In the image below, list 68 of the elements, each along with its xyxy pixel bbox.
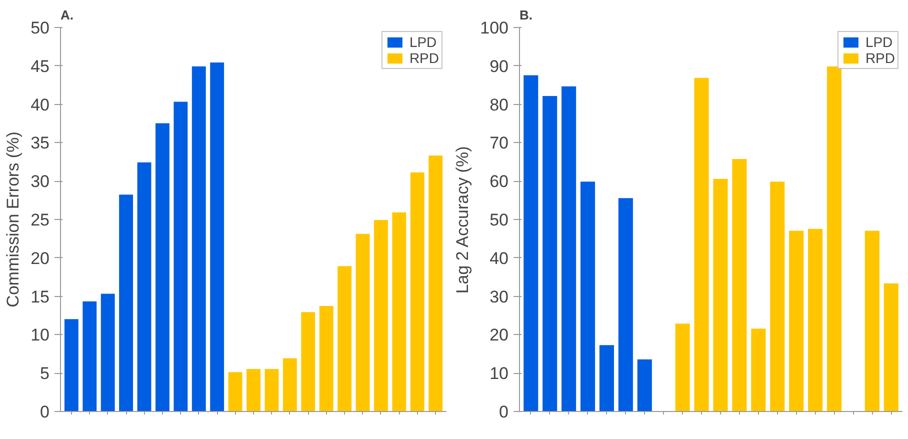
y-tick-label: 0 xyxy=(499,402,509,422)
legend-label: RPD xyxy=(865,50,895,66)
bar xyxy=(428,154,444,412)
bar xyxy=(318,305,334,412)
bar xyxy=(63,318,80,412)
y-tick-label: 40 xyxy=(490,248,509,268)
bar xyxy=(522,74,540,412)
bar xyxy=(788,230,805,412)
legend-label: LPD xyxy=(409,34,437,50)
y-tick-label: 35 xyxy=(30,134,50,153)
bar xyxy=(882,282,900,412)
bar xyxy=(693,76,710,412)
bar xyxy=(190,65,207,412)
bar xyxy=(391,211,408,412)
bar xyxy=(409,171,426,412)
y-tick-label: 20 xyxy=(490,326,509,345)
bar xyxy=(579,180,596,412)
bar xyxy=(731,158,748,412)
bar xyxy=(864,230,880,412)
y-tick-label: 40 xyxy=(30,95,50,114)
bar xyxy=(264,368,280,412)
y-tick-label: 30 xyxy=(30,172,50,192)
y-tick-label: 50 xyxy=(30,18,50,38)
bar xyxy=(227,371,244,412)
y-tick-label: 10 xyxy=(490,364,509,384)
bar xyxy=(282,357,298,412)
bar xyxy=(354,232,371,412)
bar xyxy=(82,300,98,412)
bar xyxy=(246,368,262,412)
y-tick-label: 50 xyxy=(490,210,509,230)
bar xyxy=(769,180,786,412)
bar xyxy=(336,265,353,412)
y-tick-label: 90 xyxy=(490,56,509,76)
y-tick-label: 30 xyxy=(490,287,509,306)
y-tick-label: 15 xyxy=(30,287,50,306)
legend-label: RPD xyxy=(409,50,439,66)
bar xyxy=(674,322,691,412)
y-tick-label: 45 xyxy=(30,56,50,76)
bar xyxy=(560,85,578,412)
bar xyxy=(712,178,729,412)
y-axis-title: Lag 2 Accuracy (%) xyxy=(453,146,472,294)
bar xyxy=(209,62,226,412)
y-tick-label: 25 xyxy=(30,210,50,230)
y-tick-label: 80 xyxy=(490,95,509,114)
chart-title: A. xyxy=(60,8,74,22)
y-tick-label: 0 xyxy=(40,402,50,422)
bar xyxy=(100,292,116,412)
bar xyxy=(542,94,558,412)
bar xyxy=(807,228,824,412)
bar xyxy=(154,122,170,412)
y-tick-label: 10 xyxy=(30,326,50,345)
bar xyxy=(617,197,634,412)
bar xyxy=(300,311,316,412)
y-tick-label: 20 xyxy=(30,248,50,268)
y-tick-label: 70 xyxy=(490,134,509,153)
bar xyxy=(750,328,767,412)
bar xyxy=(118,194,134,412)
y-tick-label: 5 xyxy=(40,364,50,384)
bar xyxy=(372,219,389,412)
bar xyxy=(636,358,653,412)
legend-label: LPD xyxy=(865,34,893,50)
chart-title: B. xyxy=(520,8,532,22)
y-tick-label: 100 xyxy=(480,18,509,38)
bar xyxy=(598,344,615,412)
bar xyxy=(172,100,189,412)
bar xyxy=(136,161,152,412)
y-tick-label: 60 xyxy=(490,172,509,192)
y-axis-title: Commission Errors (%) xyxy=(4,132,23,308)
